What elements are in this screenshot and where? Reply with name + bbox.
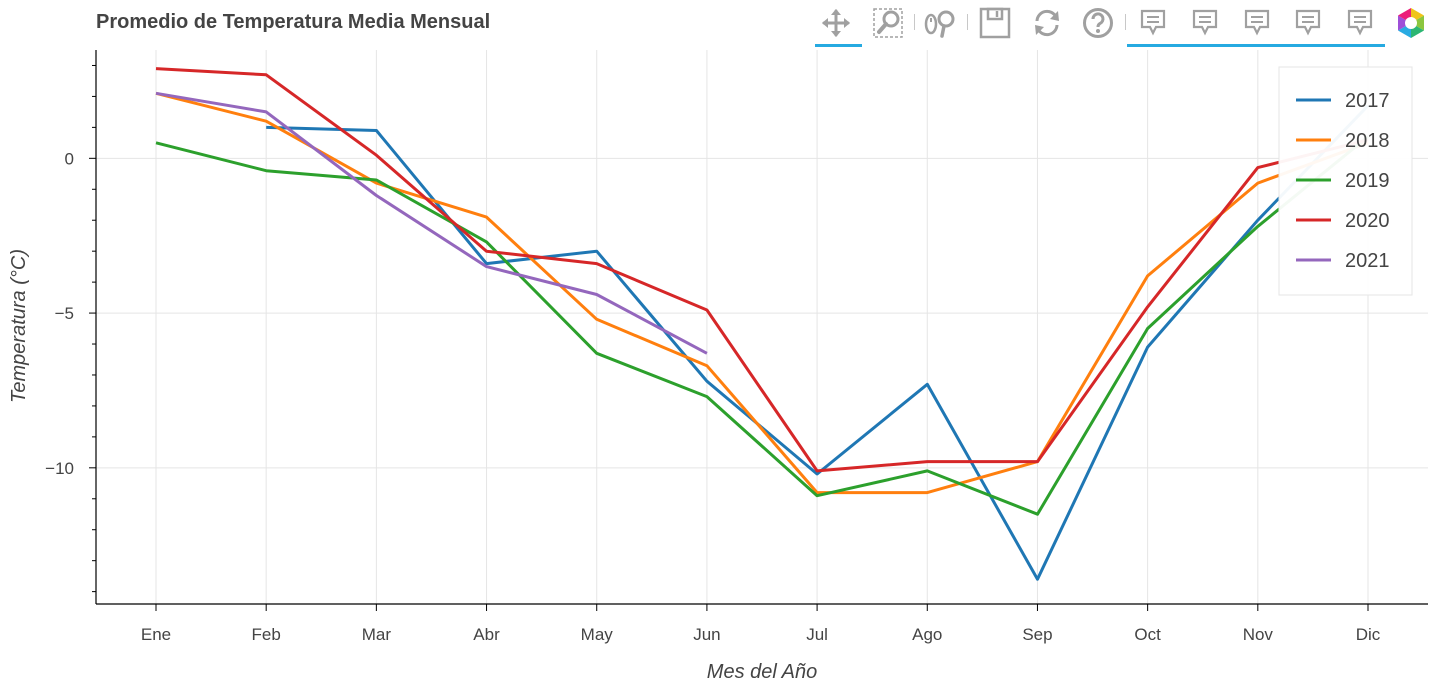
series-line-2021 [155, 91, 708, 355]
help-icon [1083, 8, 1113, 38]
x-tick-label: Jul [806, 625, 828, 644]
help-tool-button[interactable] [1078, 4, 1118, 42]
y-tick-label: −5 [55, 304, 74, 323]
hover-icon [1140, 9, 1166, 36]
bokeh-logo [1398, 8, 1424, 38]
x-tick-label: Ago [912, 625, 942, 644]
hover-icon [1347, 9, 1373, 36]
x-axis-label: Mes del Año [707, 661, 817, 683]
hover-tool-button[interactable] [1133, 4, 1173, 42]
hover-tool-button[interactable] [1185, 4, 1225, 42]
wheel-zoom-icon [924, 10, 955, 38]
y-gridlines [96, 157, 1428, 469]
x-tick-label: Sep [1022, 625, 1052, 644]
x-tick-label: May [581, 625, 614, 644]
reset-icon [1035, 9, 1059, 37]
y-axis-label: Temperatura (°C) [8, 249, 30, 403]
hover-tool-button[interactable] [1288, 4, 1328, 42]
pan-tool-button[interactable] [816, 4, 856, 42]
y-tick-label: 0 [65, 149, 74, 168]
box-zoom-icon [873, 8, 903, 38]
y-tick-label: −10 [45, 459, 74, 478]
x-gridlines [155, 50, 1369, 604]
legend: 2017 2018 2019 2020 2021 [1278, 66, 1413, 296]
series-line-2019 [155, 135, 1369, 516]
legend-label: 2021 [1345, 250, 1390, 272]
pan-active-indicator [815, 44, 862, 47]
legend-label: 2018 [1345, 130, 1390, 152]
series-line-2020 [155, 67, 1369, 473]
legend-label: 2017 [1345, 90, 1390, 112]
hover-icon [1244, 9, 1270, 36]
chart-title: Promedio de Temperatura Media Mensual [96, 11, 491, 33]
hover-tool-button[interactable] [1340, 4, 1380, 42]
pan-icon [822, 9, 850, 37]
legend-label: 2019 [1345, 170, 1390, 192]
x-tick-label: Feb [252, 625, 281, 644]
x-tick-label: Abr [473, 625, 500, 644]
hover-tool-button[interactable] [1237, 4, 1277, 42]
bokeh-logo-link[interactable] [1391, 4, 1431, 42]
x-tick-label: Nov [1243, 625, 1274, 644]
reset-tool-button[interactable] [1027, 4, 1067, 42]
x-tick-label: Jun [693, 625, 720, 644]
x-tick-label: Dic [1356, 625, 1381, 644]
toolbar-separator [967, 14, 968, 30]
axes: Ene Feb Mar Abr May Jun Jul Ago Sep Oct Nov Dic 0 −5 −… [45, 50, 1428, 644]
save-tool-button[interactable] [975, 4, 1015, 42]
wheel-zoom-tool-button[interactable] [920, 4, 960, 42]
x-tick-label: Ene [141, 625, 171, 644]
box-zoom-tool-button[interactable] [868, 4, 908, 42]
toolbar-separator [914, 14, 915, 30]
toolbar [810, 0, 1435, 50]
legend-label: 2020 [1345, 210, 1390, 232]
x-tick-label: Oct [1134, 625, 1161, 644]
series-lines [155, 67, 1370, 581]
x-tick-label: Mar [362, 625, 392, 644]
save-icon [979, 7, 1011, 39]
hover-active-indicator [1127, 44, 1385, 47]
hover-icon [1295, 9, 1321, 36]
toolbar-separator [1125, 14, 1126, 30]
series-line-2018 [155, 91, 1369, 495]
hover-icon [1192, 9, 1218, 36]
